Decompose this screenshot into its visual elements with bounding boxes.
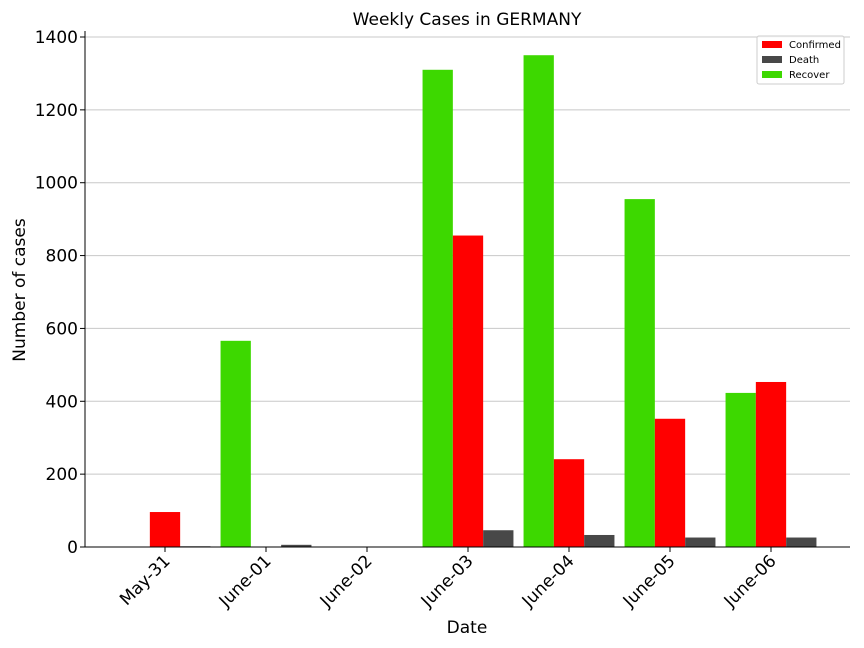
x-tick-label: May-31 xyxy=(116,551,174,609)
legend-swatch-death xyxy=(762,56,782,63)
bar-recover-june-05 xyxy=(624,199,655,547)
chart-title: Weekly Cases in GERMANY xyxy=(353,10,582,30)
bar-confirmed-june-04 xyxy=(553,459,585,547)
bar-confirmed-june-06 xyxy=(755,381,787,547)
bar-recover-june-04 xyxy=(523,55,554,547)
legend: Confirmed Death Recover xyxy=(756,35,845,85)
y-tick-label: 0 xyxy=(67,538,78,558)
y-ticks: 0 200 400 600 800 1000 1200 1400 xyxy=(35,28,85,558)
x-tick-label: June-05 xyxy=(619,551,680,612)
y-tick-label: 1400 xyxy=(35,28,78,48)
y-tick-label: 600 xyxy=(46,319,78,339)
y-tick-label: 800 xyxy=(46,247,78,267)
x-tick-label: June-06 xyxy=(720,551,781,612)
y-axis-title: Number of cases xyxy=(10,218,30,362)
bar-death-june-03 xyxy=(483,530,514,547)
bars xyxy=(149,55,817,548)
bar-death-june-05 xyxy=(685,537,716,547)
x-tick-label: June-03 xyxy=(417,551,478,612)
x-axis-title: Date xyxy=(447,618,488,638)
x-tick-label: June-01 xyxy=(215,551,276,612)
legend-swatch-recover xyxy=(762,71,782,78)
bar-recover-june-06 xyxy=(725,392,756,547)
bar-confirmed-june-03 xyxy=(452,235,484,548)
bar-recover-june-03 xyxy=(422,69,453,548)
bar-confirmed-june-05 xyxy=(654,418,686,547)
bar-death-june-04 xyxy=(584,534,615,547)
legend-label-confirmed: Confirmed xyxy=(789,40,841,51)
legend-label-death: Death xyxy=(789,55,819,66)
legend-label-recover: Recover xyxy=(789,70,830,81)
x-tick-label: June-02 xyxy=(316,551,377,612)
x-ticks: May-31 June-01 June-02 June-03 June-04 June-0… xyxy=(116,547,781,612)
legend-swatch-confirmed xyxy=(762,41,782,48)
y-tick-label: 200 xyxy=(46,465,78,485)
bar-death-june-01 xyxy=(281,544,312,547)
bar-confirmed-may-31 xyxy=(149,512,181,547)
bar-death-june-06 xyxy=(786,537,817,547)
x-tick-label: June-04 xyxy=(518,551,579,612)
y-tick-label: 1000 xyxy=(35,174,78,194)
y-tick-label: 400 xyxy=(46,392,78,412)
y-tick-label: 1200 xyxy=(35,101,78,121)
bar-recover-june-01 xyxy=(220,340,251,547)
